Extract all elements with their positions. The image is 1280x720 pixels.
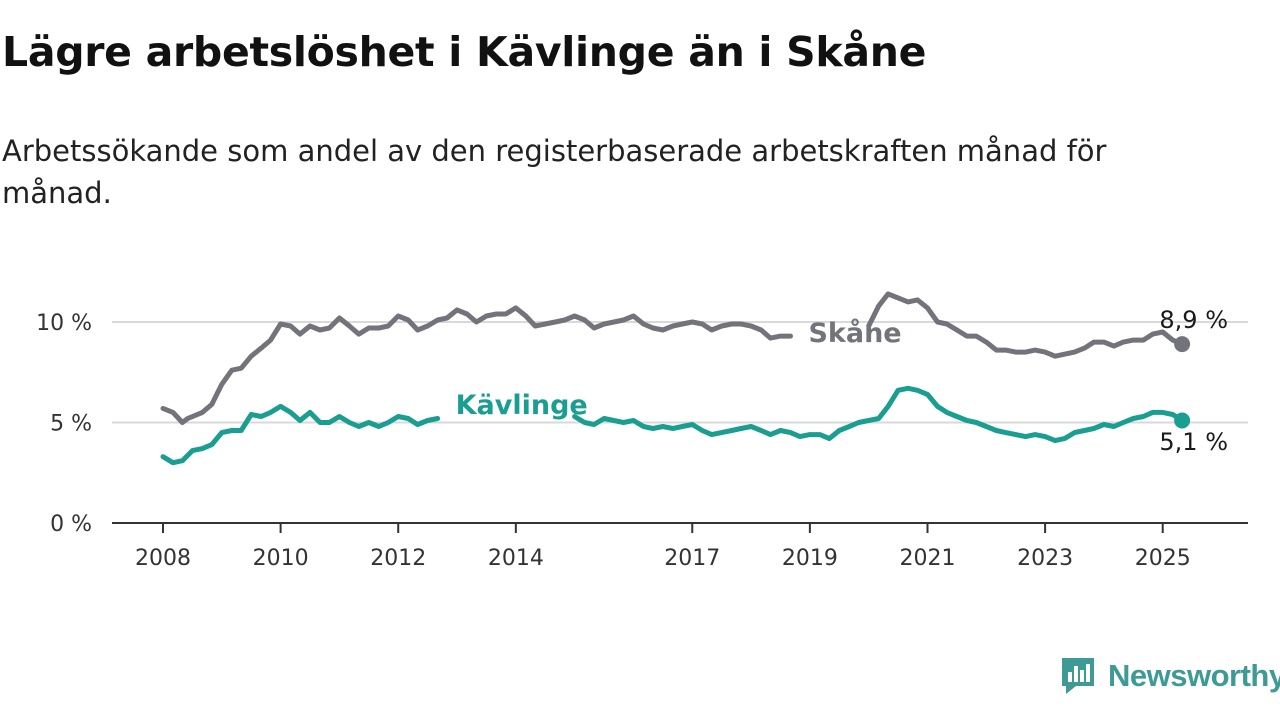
series-name-label: Skåne <box>808 317 901 349</box>
chart-subtitle: Arbetssökande som andel av den registerb… <box>2 134 1107 210</box>
chart-title: Lägre arbetslöshet i Kävlinge än i Skåne <box>2 28 927 76</box>
x-tick-label: 2014 <box>488 546 544 571</box>
x-tick-label: 2021 <box>899 546 955 571</box>
y-tick-label: 0 % <box>50 512 92 537</box>
x-tick-label: 2008 <box>135 546 191 571</box>
y-tick-label: 5 % <box>50 412 92 437</box>
series-line-kavlinge <box>160 403 441 466</box>
end-value-label: 8,9 % <box>1159 306 1228 334</box>
x-tick-label: 2017 <box>664 546 720 571</box>
x-tick-label: 2019 <box>782 546 838 571</box>
newsworthy-logo-icon <box>1062 658 1094 694</box>
series-line-kavlinge <box>572 385 1185 444</box>
brand-name: Newsworthy <box>1108 658 1280 693</box>
x-tick-label: 2012 <box>370 546 426 571</box>
x-tick-label: 2025 <box>1135 546 1191 571</box>
x-tick-label: 2023 <box>1017 546 1073 571</box>
y-tick-label: 10 % <box>36 311 92 336</box>
brand-logo[interactable]: Newsworthy <box>1060 654 1280 698</box>
series-name-label: Kävlinge <box>456 390 588 421</box>
end-value-label: 5,1 % <box>1159 428 1228 456</box>
end-point-marker <box>1174 336 1191 353</box>
end-point-marker <box>1174 412 1191 429</box>
line-chart: 0 % 5 % 10 % 2008 2010 2012 2014 2017 2019 2021 20… <box>36 291 1248 571</box>
series-line-skane <box>866 291 1185 359</box>
series-line-skane <box>160 305 793 425</box>
x-tick-label: 2010 <box>253 546 309 571</box>
